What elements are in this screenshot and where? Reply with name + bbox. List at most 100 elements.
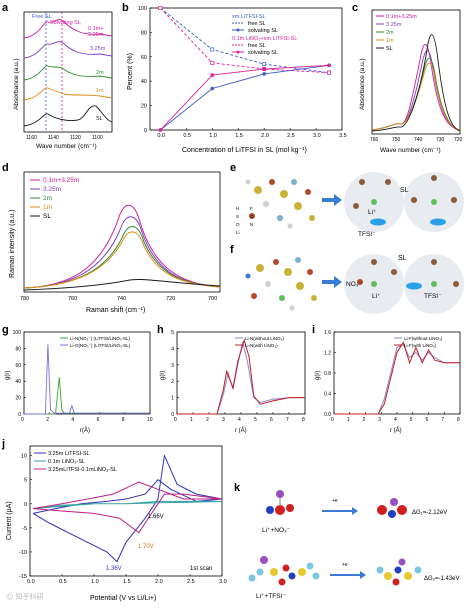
panel-label-b: b — [122, 2, 129, 14]
diagram-f: SL NO₃⁻ Li⁺ TFSI⁻ — [245, 254, 464, 314]
series-line-1 — [24, 344, 150, 415]
y-tick-label: 100 — [138, 6, 147, 12]
xticks-c: 760 750 740 730 720 — [370, 137, 463, 143]
svg-text:1120: 1120 — [70, 135, 81, 141]
x-tick-label: 6 — [97, 417, 100, 423]
data-point — [262, 62, 267, 67]
ylabel-b: Percent (%) — [127, 53, 134, 90]
svg-text:Li-N(with LiNO₃): Li-N(with LiNO₃) — [245, 343, 278, 348]
data-point — [210, 60, 215, 65]
data-point — [327, 70, 331, 75]
label-sl-f: SL — [398, 255, 407, 262]
y-tick-label: 5 — [171, 330, 174, 336]
label-tfsi-f: TFSI⁻ — [424, 293, 442, 300]
x-tick-label: 2 — [363, 417, 366, 423]
svg-text:750: 750 — [392, 137, 401, 143]
legend-g: Li-N(NO₃⁻) (LiTFSI/LiNO₃-SL) Li-O(NO₃⁻) … — [60, 336, 131, 348]
svg-text:700: 700 — [208, 296, 217, 302]
ylabel-d: Raman intensity (a.u.) — [9, 210, 16, 278]
y-tick-label: 40 — [15, 379, 21, 385]
panel-label-g: g — [2, 324, 9, 336]
panel-label-d: d — [2, 162, 9, 174]
xlabel-j: Potential (V vs Li/Li+) — [90, 595, 156, 602]
y-tick-label: 0.4 — [324, 392, 331, 398]
data-point — [262, 72, 266, 76]
xlabel-b: Concentration of LiTFSI in SL (mol kg⁻¹) — [182, 147, 307, 154]
product2 — [376, 558, 422, 586]
y-tick-label: 60 — [15, 363, 21, 369]
x-tick-label: 8 — [122, 417, 125, 423]
diagram-k: Li⁺+NO₃⁻ +e ΔG₁=-2.12eV Li⁺+TFSI⁻ +e ΔG₂… — [248, 490, 460, 600]
y-tick-label: 4 — [171, 346, 174, 352]
chart-b: 0.0 0.5 1.0 1.5 2.0 2.5 3.0 3.5 0 20 40 60 80 100 xm … — [127, 6, 347, 154]
y-tick-label: -5 — [22, 526, 27, 532]
legend-c: 0.1m+3.25m 3.25m 2m 1m SL — [376, 14, 417, 52]
svg-text:N: N — [250, 222, 253, 227]
x-tick-label: 4 — [238, 417, 241, 423]
y-tick-label: 1.6 — [324, 330, 331, 336]
y-tick-label: 0.0 — [324, 412, 331, 418]
y-tick-label: 5 — [24, 478, 27, 484]
dg1-label: ΔG₁=-2.12eV — [412, 510, 447, 516]
y-tick-label: 2 — [171, 379, 174, 385]
x-tick-label: 0 — [21, 417, 24, 423]
arrow-icon — [322, 507, 358, 515]
y-tick-label: 100 — [13, 330, 22, 336]
x-tick-label: 1.5 — [235, 133, 243, 139]
annot-1.66v: 1.66V — [148, 514, 164, 520]
curve-label-3: 2m — [96, 70, 104, 76]
curve-label-1b: 3.25m — [88, 32, 104, 38]
svg-text:0.1m LiNO₃-SL: 0.1m LiNO₃-SL — [48, 459, 85, 465]
molecule-li-no3 — [266, 490, 294, 515]
xlabel-h: r (Å) — [235, 427, 247, 434]
legend-b-title2: 0.1m LiNO₃+xm LiTFSI-SL — [232, 36, 297, 42]
series-line-0 — [32, 453, 223, 563]
label-li-f: Li⁺ — [372, 293, 381, 300]
y-tick-label: 0 — [24, 502, 27, 508]
y-tick-label: 10 — [21, 454, 27, 460]
data-point — [262, 67, 266, 71]
svg-text:F: F — [250, 206, 253, 211]
scan-label: 1st scan — [190, 566, 212, 572]
ylabel-h: g(r) — [160, 371, 166, 380]
panel-label-e: e — [230, 162, 237, 174]
svg-text:S: S — [236, 214, 239, 219]
x-tick-label: 5 — [410, 417, 413, 423]
svg-text:SL: SL — [43, 213, 51, 220]
x-tick-label: 2.0 — [155, 579, 163, 585]
series-line-1 — [334, 341, 460, 415]
data-point — [158, 128, 163, 132]
panel-k: k Li⁺+NO₃⁻ +e ΔG₁=-2.12eV Li⁺+TFSI⁻ +e — [232, 480, 466, 606]
x-tick-label: 4 — [71, 417, 74, 423]
legend-b-solv1: solvating SL — [248, 28, 278, 34]
chart-a: Free SL Solvating SL 0.1m+ 3.25m 3.25m 2… — [13, 11, 113, 150]
panel-label-a: a — [2, 2, 9, 14]
y-tick-label: 60 — [141, 55, 147, 61]
y-tick-label: 0 — [144, 128, 147, 134]
label-tfsi-e: TFSI⁻ — [358, 231, 376, 238]
svg-text:740: 740 — [414, 137, 423, 143]
y-tick-label: 80 — [141, 30, 147, 36]
svg-text:Li: Li — [236, 230, 240, 235]
md-snapshot-f — [245, 257, 317, 311]
svg-text:740: 740 — [117, 296, 126, 302]
svg-text:Li-F(with LiNO₃): Li-F(with LiNO₃) — [404, 343, 437, 348]
y-tick-label: 0.8 — [324, 371, 331, 377]
legend-d: 0.1m+3.25m 3.25m 2m 1m SL — [30, 177, 79, 220]
svg-text:Li-O(NO₃⁻) (LiTFSI/LiNO₃-SL): Li-O(NO₃⁻) (LiTFSI/LiNO₃-SL) — [70, 343, 131, 348]
chart-h: 0 1 2 3 4 5 6 7 8 0 1 2 3 4 5 Li-N(without LiNO₃) Li-N… — [160, 330, 306, 434]
x-tick-label: 3.0 — [219, 579, 227, 585]
svg-text:3.25mLiTFSI-0.1mLiNO₃-SL: 3.25mLiTFSI-0.1mLiNO₃-SL — [48, 467, 117, 473]
series-line-3 — [160, 64, 330, 131]
legend-b-title1: xm LiTFSI-SL — [232, 14, 266, 20]
y-tick-label: 20 — [141, 104, 147, 110]
ylabel-c: Absorbance (a.u.) — [359, 58, 366, 110]
y-tick-label: 3 — [171, 363, 174, 369]
y-tick-label: 0 — [18, 412, 21, 418]
panel-label-f: f — [230, 244, 234, 256]
legend-j: 3.25m LiTFSI-SL 0.1m LiNO₃-SL 3.25mLiTFS… — [34, 451, 117, 473]
svg-text:SL: SL — [386, 46, 393, 52]
panel-g: g 0 2 4 6 8 10 0 20 40 60 80 100 Li-N(NO₃⁻) (LiTFSI… — [0, 324, 155, 436]
y-tick-label: -15 — [19, 574, 27, 580]
svg-text:1m: 1m — [43, 204, 52, 211]
